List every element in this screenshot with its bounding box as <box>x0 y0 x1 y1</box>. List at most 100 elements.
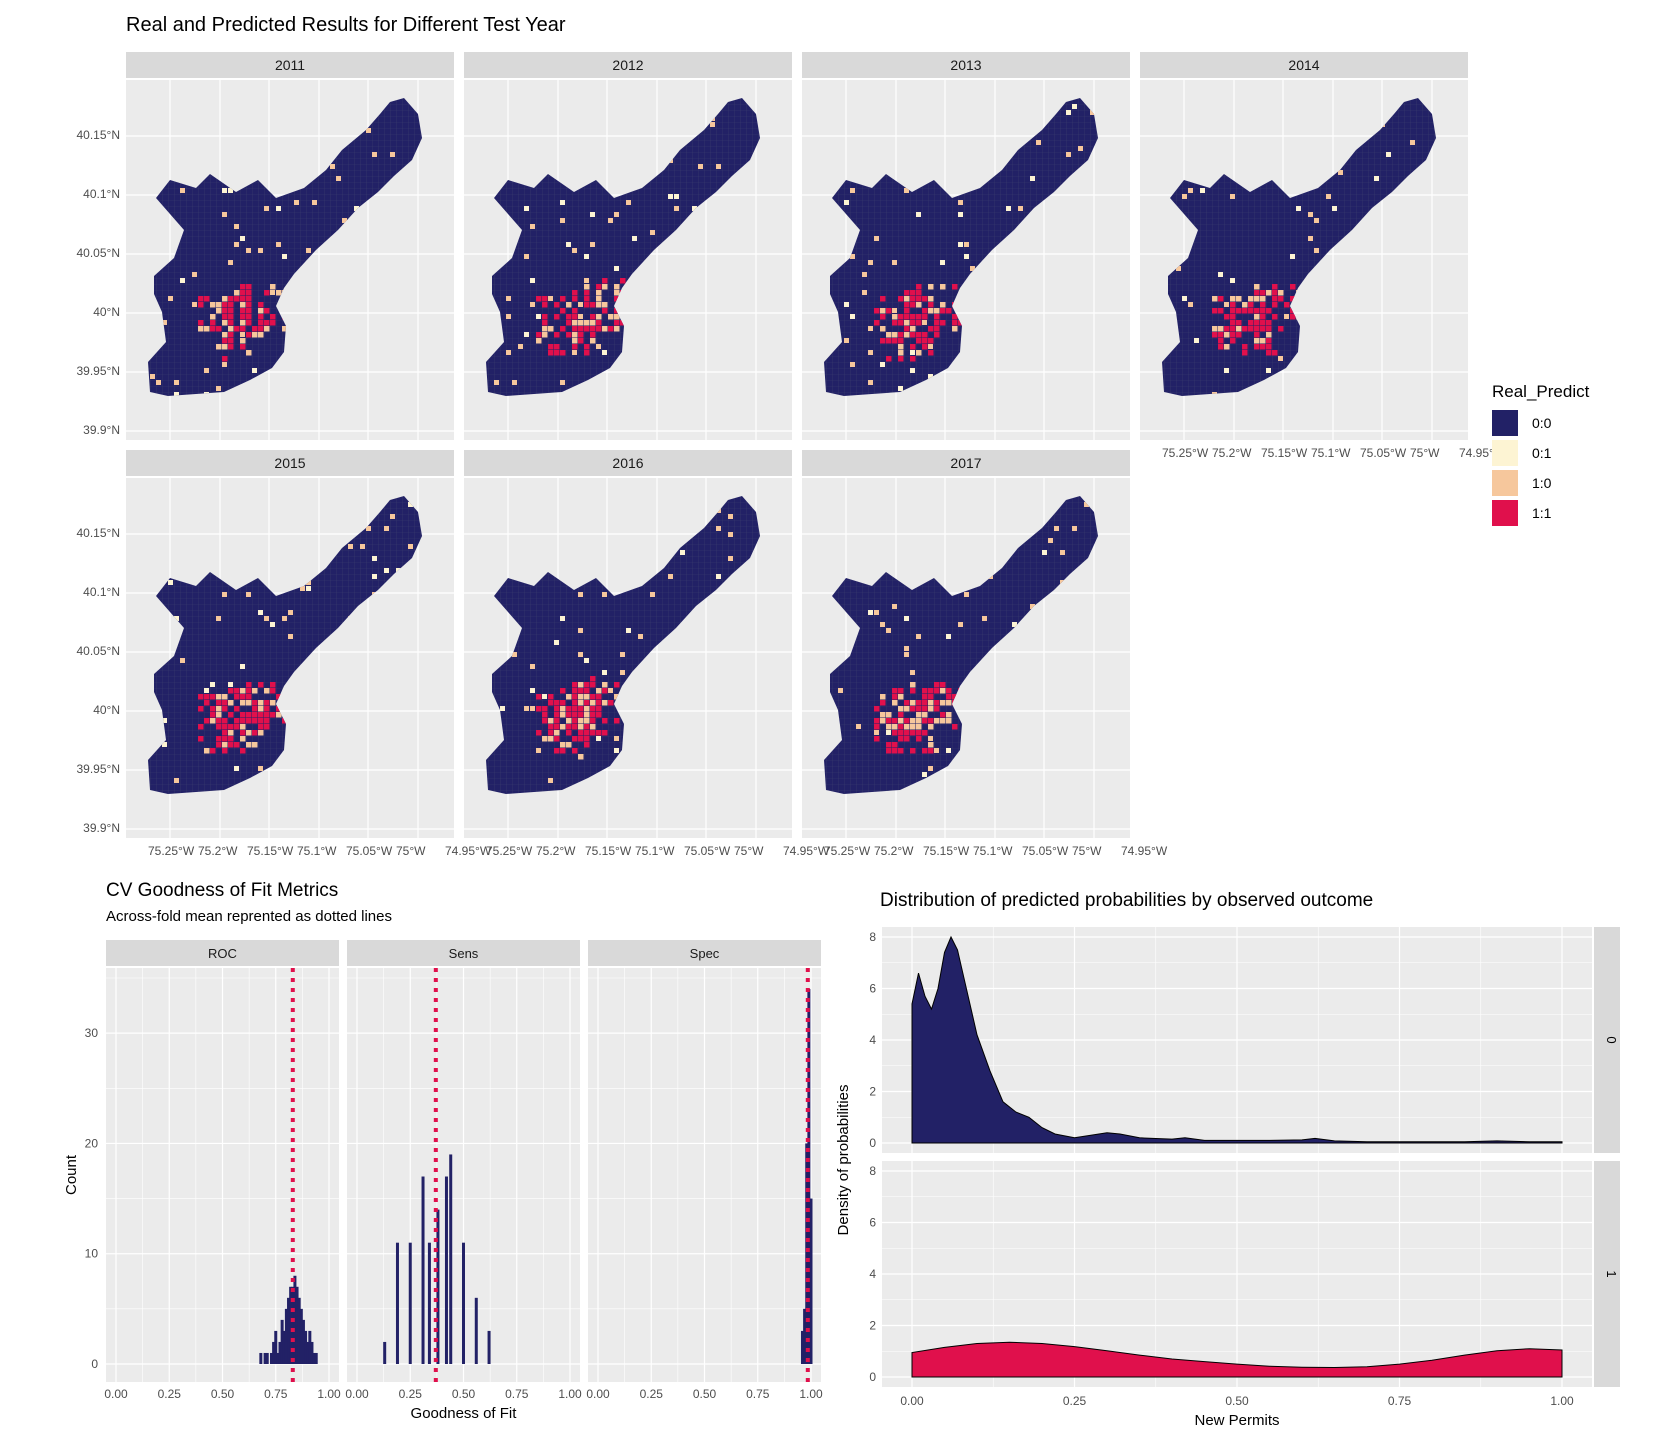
cell-predicted <box>632 748 637 753</box>
cell-cluster <box>910 344 916 350</box>
cell-cluster <box>210 314 216 320</box>
cell-cluster <box>928 302 934 308</box>
cell-cluster <box>198 326 204 332</box>
cell-cluster <box>1254 344 1260 350</box>
cell-predicted <box>650 254 655 259</box>
cell-predicted <box>892 604 897 609</box>
cell-predicted <box>874 610 879 615</box>
cell-predicted <box>662 110 667 115</box>
cv-bar-ROC <box>265 1352 269 1364</box>
cell-cluster <box>264 700 270 706</box>
cell-predicted <box>608 116 613 121</box>
cell-cluster <box>916 724 922 730</box>
cv-title: CV Goodness of Fit Metrics <box>106 880 339 901</box>
cell-cluster <box>270 320 276 326</box>
cell-predicted <box>560 218 565 223</box>
cell-predicted <box>524 332 529 337</box>
facet-strip-2016: 2016 <box>464 450 792 476</box>
cell-cluster <box>536 730 542 736</box>
cell-predicted <box>372 574 377 579</box>
cell-cluster <box>216 712 222 718</box>
cell-predicted <box>964 254 969 259</box>
cell-cluster <box>874 706 880 712</box>
lat-tick: 40.15°N <box>76 128 121 142</box>
cell-predicted <box>530 224 535 229</box>
cell-predicted <box>390 514 395 519</box>
cell-cluster <box>922 748 928 754</box>
cell-predicted <box>844 302 849 307</box>
cell-cluster <box>222 700 228 706</box>
lon-tick: 75.2°W <box>198 844 238 858</box>
cell-predicted <box>500 640 505 645</box>
cell-predicted <box>650 592 655 597</box>
cell-cluster <box>578 712 584 718</box>
lat-tick: 40.05°N <box>76 644 121 658</box>
cell-cluster <box>590 682 596 688</box>
cell-predicted <box>306 332 311 337</box>
cell-predicted <box>1096 604 1098 609</box>
cell-predicted <box>734 700 739 705</box>
cell-cluster <box>584 706 590 712</box>
cell-predicted <box>958 526 963 531</box>
cell-predicted <box>1362 278 1367 283</box>
cell-predicted <box>228 682 233 687</box>
cell-predicted <box>246 248 251 253</box>
cell-predicted <box>282 616 287 621</box>
cell-predicted <box>874 730 879 735</box>
cell-cluster <box>240 730 246 736</box>
cell-predicted <box>1224 104 1229 109</box>
cell-predicted <box>904 652 909 657</box>
cv-ytick: 20 <box>85 1136 99 1150</box>
cell-cluster <box>910 356 916 362</box>
cell-predicted <box>1066 110 1071 115</box>
cell-cluster <box>584 694 590 700</box>
cell-predicted <box>192 302 197 307</box>
cell-predicted <box>264 568 269 573</box>
density-title: Distribution of predicted probabilities … <box>880 890 1374 911</box>
cell-predicted <box>970 116 975 121</box>
density-strip-1 <box>1594 1161 1620 1387</box>
cell-cluster <box>222 724 228 730</box>
cell-predicted <box>1374 344 1379 349</box>
cell-predicted <box>850 188 855 193</box>
cell-predicted <box>1302 116 1307 121</box>
cell-cluster <box>1224 332 1230 338</box>
cell-predicted <box>402 754 407 759</box>
cell-cluster <box>614 694 620 700</box>
cell-predicted <box>1036 646 1041 651</box>
cell-predicted <box>366 526 371 531</box>
cell-cluster <box>1248 308 1254 314</box>
cell-cluster <box>922 730 928 736</box>
cell-predicted <box>566 242 571 247</box>
cell-cluster <box>602 682 608 688</box>
lon-tick: 75.2°W <box>874 844 914 858</box>
cell-predicted <box>1060 580 1065 585</box>
cell-predicted <box>824 586 825 591</box>
cell-predicted <box>168 296 173 301</box>
cell-cluster <box>1230 308 1236 314</box>
map-svg-2012 <box>464 80 792 440</box>
cell-predicted <box>1096 122 1098 127</box>
cell-cluster <box>204 326 210 332</box>
cell-cluster <box>1266 290 1272 296</box>
cell-predicted <box>680 326 685 331</box>
cell-predicted <box>204 688 209 693</box>
cell-predicted <box>216 616 221 621</box>
cell-predicted <box>1048 104 1053 109</box>
cell-cluster <box>548 694 554 700</box>
cell-predicted <box>1042 550 1047 555</box>
cell-predicted <box>1368 344 1373 349</box>
cell-cluster <box>904 730 910 736</box>
cv-bar-Spec <box>805 1143 809 1364</box>
cell-predicted <box>590 242 595 247</box>
cv-xtick: 1.00 <box>558 1387 582 1401</box>
cell-predicted <box>1296 110 1301 115</box>
cell-cluster <box>252 326 258 332</box>
cell-predicted <box>240 332 245 337</box>
cell-cluster <box>216 718 222 724</box>
cell-cluster <box>240 338 246 344</box>
cell-predicted <box>1314 248 1319 253</box>
cell-predicted <box>252 164 257 169</box>
cell-predicted <box>174 140 179 145</box>
cell-predicted <box>1254 104 1259 109</box>
